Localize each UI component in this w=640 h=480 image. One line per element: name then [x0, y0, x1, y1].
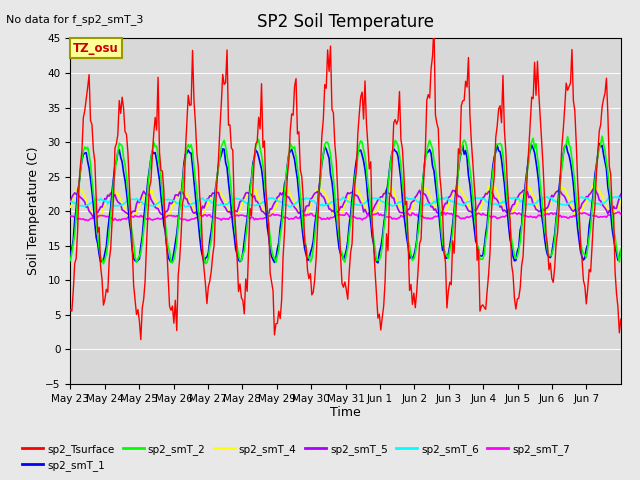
Y-axis label: Soil Temperature (C): Soil Temperature (C) — [27, 147, 40, 276]
X-axis label: Time: Time — [330, 407, 361, 420]
Title: SP2 Soil Temperature: SP2 Soil Temperature — [257, 13, 434, 31]
Text: No data for f_sp2_smT_3: No data for f_sp2_smT_3 — [6, 14, 144, 25]
Text: TZ_osu: TZ_osu — [73, 42, 119, 55]
Legend: sp2_Tsurface, sp2_smT_1, sp2_smT_2, sp2_smT_4, sp2_smT_5, sp2_smT_6, sp2_smT_7: sp2_Tsurface, sp2_smT_1, sp2_smT_2, sp2_… — [18, 439, 574, 475]
